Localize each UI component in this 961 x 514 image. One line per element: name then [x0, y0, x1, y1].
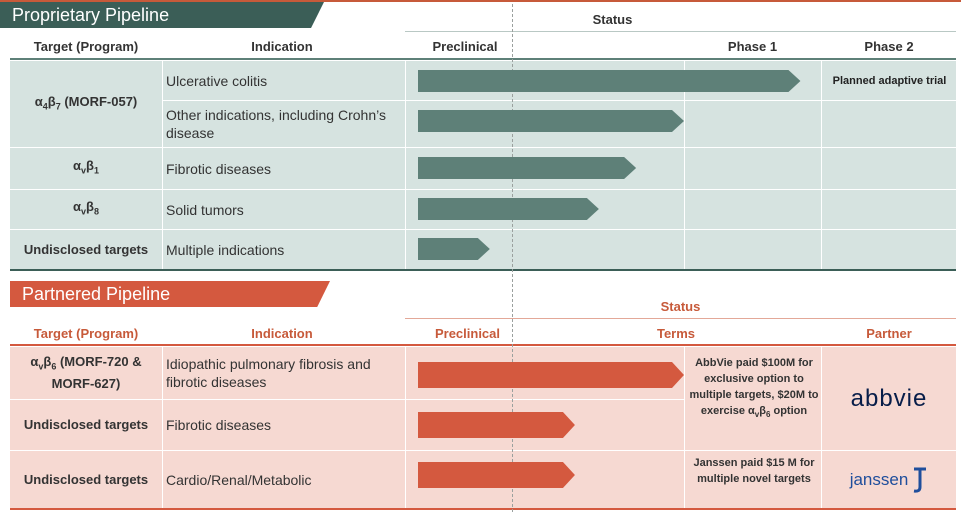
- target-avb8: αvβ8: [10, 190, 162, 229]
- terms-abbvie: AbbVie paid $100M for exclusive option t…: [688, 355, 820, 445]
- col-divider: [821, 61, 822, 270]
- partnered-header-rule: [10, 344, 956, 346]
- target-undisclosed-cardio: Undisclosed targets: [23, 471, 149, 487]
- partnered-status-label: Status: [660, 299, 701, 314]
- proprietary-bar-1: [418, 110, 684, 132]
- proprietary-header-indication: Indication: [251, 39, 313, 54]
- proprietary-bar-2: [418, 157, 637, 179]
- indication-fibrotic: Fibrotic diseases: [166, 160, 272, 177]
- proprietary-bar-3: [418, 198, 599, 220]
- target-avb6: αvβ6 (MORF-720 & MORF-627): [10, 347, 162, 399]
- partnered-bar-2: [418, 462, 575, 488]
- target-a4b7-label: α4β7 (MORF-057): [34, 93, 138, 112]
- proprietary-header-phase1: Phase 1: [727, 39, 778, 54]
- target-undisclosed-fibrotic: Undisclosed targets: [23, 417, 149, 432]
- janssen-wordmark: janssen: [849, 469, 909, 489]
- indication-solid-tumors: Solid tumors: [166, 201, 244, 218]
- col-divider: [162, 347, 163, 509]
- proprietary-bar-0: [418, 70, 801, 92]
- indication-ulcerative-colitis: Ulcerative colitis: [166, 72, 268, 89]
- col-divider: [405, 347, 406, 509]
- abbvie-logo: abbvie: [850, 384, 928, 412]
- top-rule: [0, 0, 961, 2]
- proprietary-header-rule: [10, 58, 956, 60]
- target-avb1: αvβ1: [10, 148, 162, 189]
- target-avb8-label: αvβ8: [73, 199, 99, 217]
- partnered-bar-0: [418, 362, 684, 388]
- proprietary-header-phase2: Phase 2: [864, 39, 914, 54]
- partnered-header-terms: Terms: [656, 326, 696, 341]
- proprietary-banner: Proprietary Pipeline: [0, 2, 324, 28]
- proprietary-bottom-rule: [10, 269, 956, 271]
- reference-dashed-line: [512, 4, 513, 512]
- target-undisclosed: Undisclosed targets: [23, 241, 149, 257]
- col-divider: [684, 61, 685, 270]
- partnered-header-indication: Indication: [251, 326, 313, 341]
- partnered-bottom-rule: [10, 508, 956, 510]
- terms-abbvie-text: AbbVie paid $100M for exclusive option t…: [689, 357, 819, 420]
- row-divider: [10, 229, 956, 230]
- target-avb1-label: αvβ1: [73, 158, 99, 176]
- proprietary-header-preclinical: Preclinical: [432, 39, 498, 54]
- partnered-header-target: Target (Program): [33, 326, 139, 341]
- terms-janssen: Janssen paid $15 M for multiple novel ta…: [693, 457, 815, 485]
- col-divider: [684, 347, 685, 509]
- proprietary-header-target: Target (Program): [33, 39, 139, 54]
- proprietary-status-label: Status: [592, 12, 633, 27]
- janssen-hook-icon: [914, 467, 927, 493]
- partnered-bar-1: [418, 412, 575, 438]
- partnered-header-preclinical: Preclinical: [434, 326, 501, 341]
- row-divider: [10, 399, 684, 400]
- status-rule: [405, 31, 956, 32]
- partnered-banner: Partnered Pipeline: [10, 281, 330, 307]
- row-divider: [10, 450, 956, 451]
- indication-fibrotic-partnered: Fibrotic diseases: [166, 417, 272, 433]
- indication-multiple: Multiple indications: [166, 241, 285, 258]
- row-divider: [10, 147, 956, 148]
- col-divider: [162, 61, 163, 270]
- janssen-logo: janssen: [822, 451, 956, 508]
- phase2-note: Planned adaptive trial: [832, 74, 947, 87]
- indication-ipf: Idiopathic pulmonary fibrosis and fibrot…: [166, 356, 371, 390]
- col-divider: [405, 61, 406, 270]
- row-divider: [10, 189, 956, 190]
- indication-other: Other indications, including Crohn’s dis…: [166, 107, 386, 141]
- partnered-status-rule: [405, 318, 956, 319]
- col-divider: [821, 347, 822, 509]
- partnered-header-partner: Partner: [866, 326, 912, 341]
- proprietary-bar-4: [418, 238, 490, 260]
- indication-cardio: Cardio/Renal/Metabolic: [166, 471, 312, 488]
- row-divider: [162, 100, 956, 101]
- target-a4b7: α4β7 (MORF-057): [10, 61, 162, 147]
- target-avb6-label: αvβ6 (MORF-720 & MORF-627): [30, 353, 142, 392]
